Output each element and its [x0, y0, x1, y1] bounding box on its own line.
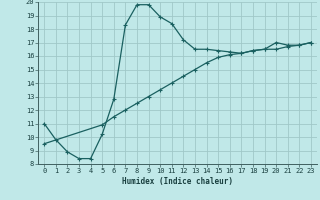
X-axis label: Humidex (Indice chaleur): Humidex (Indice chaleur): [122, 177, 233, 186]
